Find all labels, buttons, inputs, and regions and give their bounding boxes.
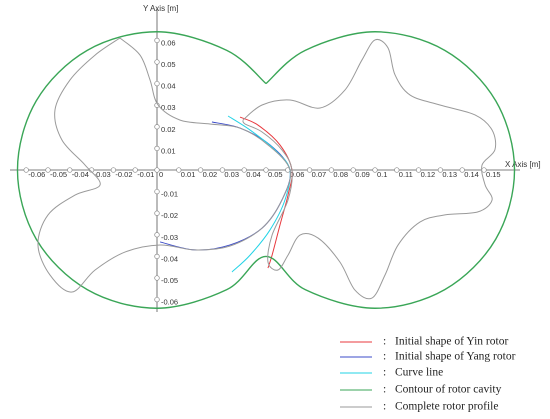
x-tick-mark	[372, 167, 378, 173]
legend-label: Curve line	[395, 367, 443, 379]
legend-label: Initial shape of Yang rotor	[395, 351, 516, 363]
legend-label: Contour of rotor cavity	[395, 384, 502, 396]
y-tick-label: 0.01	[161, 146, 176, 155]
x-tick-mark	[110, 167, 117, 173]
y-tick-label: 0.05	[161, 60, 176, 69]
x-tick-mark	[306, 167, 313, 173]
x-tick-mark	[197, 167, 204, 173]
legend-separator: :	[383, 384, 386, 396]
x-tick-mark	[437, 167, 444, 173]
y-tick-mark	[154, 59, 160, 65]
y-tick-label: 0.06	[161, 38, 176, 47]
x-tick-label: 0.14	[464, 170, 479, 179]
legend-separator: :	[383, 351, 386, 363]
y-tick-mark	[154, 210, 160, 216]
y-tick-mark	[154, 188, 160, 195]
x-tick-label: 0.09	[355, 170, 370, 179]
y-tick-label: -0.05	[161, 276, 178, 285]
y-tick-mark	[154, 37, 160, 44]
legend-label: Initial shape of Yin rotor	[395, 336, 508, 348]
x-tick-label: -0.03	[94, 170, 111, 179]
x-tick-label: 0.02	[203, 170, 218, 179]
x-tick-mark	[45, 167, 51, 173]
x-tick-label: -0.04	[72, 170, 89, 179]
x-tick-mark	[415, 167, 422, 173]
x-tick-label: 0.11	[399, 170, 413, 179]
y-tick-label: 0.03	[161, 103, 176, 112]
y-tick-mark	[154, 232, 160, 238]
y-tick-label: 0.02	[161, 125, 176, 134]
x-tick-label: -0.05	[50, 170, 67, 179]
x-tick-mark	[23, 167, 29, 173]
legend-separator: :	[383, 367, 386, 379]
y-tick-mark	[154, 296, 160, 303]
x-tick-label: 0.12	[421, 170, 436, 179]
y-tick-label: -0.04	[161, 254, 178, 263]
y-tick-mark	[154, 80, 160, 87]
x-tick-label: 0.05	[268, 170, 283, 179]
x-tick-mark	[241, 167, 247, 173]
y-tick-mark	[154, 275, 160, 281]
y-axis-title: Y Axis [m]	[143, 4, 178, 13]
y-tick-label: 0.04	[161, 82, 176, 91]
y-tick-mark	[154, 145, 160, 152]
x-tick-mark	[263, 167, 269, 173]
y-tick-mark	[154, 253, 160, 260]
x-tick-mark	[459, 167, 465, 173]
x-axis-title: X Axis [m]	[505, 160, 541, 169]
x-tick-label: 0.1	[377, 170, 387, 179]
x-tick-label: 0.03	[224, 170, 239, 179]
series-line	[239, 116, 293, 269]
y-tick-label: -0.03	[161, 233, 178, 242]
legend-label: Complete rotor profile	[395, 401, 498, 413]
series-line	[227, 115, 291, 273]
legend-separator: :	[383, 401, 386, 413]
x-tick-mark	[67, 167, 73, 173]
y-tick-mark	[154, 124, 160, 130]
x-tick-label: 0.13	[442, 170, 457, 179]
x-tick-label: 0.01	[181, 170, 196, 179]
x-tick-label: -0.01	[137, 170, 154, 179]
x-tick-mark	[350, 167, 356, 173]
series-line	[16, 31, 516, 309]
y-tick-label: -0.06	[161, 298, 178, 307]
x-tick-mark	[219, 167, 226, 173]
x-tick-label: 0.15	[486, 170, 501, 179]
x-tick-label: 0.04	[246, 170, 261, 179]
x-tick-label: -0.06	[28, 170, 45, 179]
x-tick-label: -0.02	[115, 170, 132, 179]
x-tick-mark	[132, 167, 138, 173]
x-tick-label: 0.08	[333, 170, 348, 179]
x-tick-mark	[328, 167, 335, 173]
y-tick-label: -0.01	[161, 190, 178, 199]
y-tick-label: -0.02	[161, 211, 178, 220]
series-line	[37, 37, 497, 300]
x-tick-label: 0.06	[290, 170, 305, 179]
x-tick-label: 0	[159, 170, 163, 179]
x-tick-mark	[154, 167, 160, 173]
x-tick-mark	[176, 167, 182, 173]
series-line	[159, 121, 291, 251]
x-tick-mark	[394, 167, 400, 173]
x-tick-label: 0.07	[312, 170, 327, 179]
legend-separator: :	[383, 336, 386, 348]
